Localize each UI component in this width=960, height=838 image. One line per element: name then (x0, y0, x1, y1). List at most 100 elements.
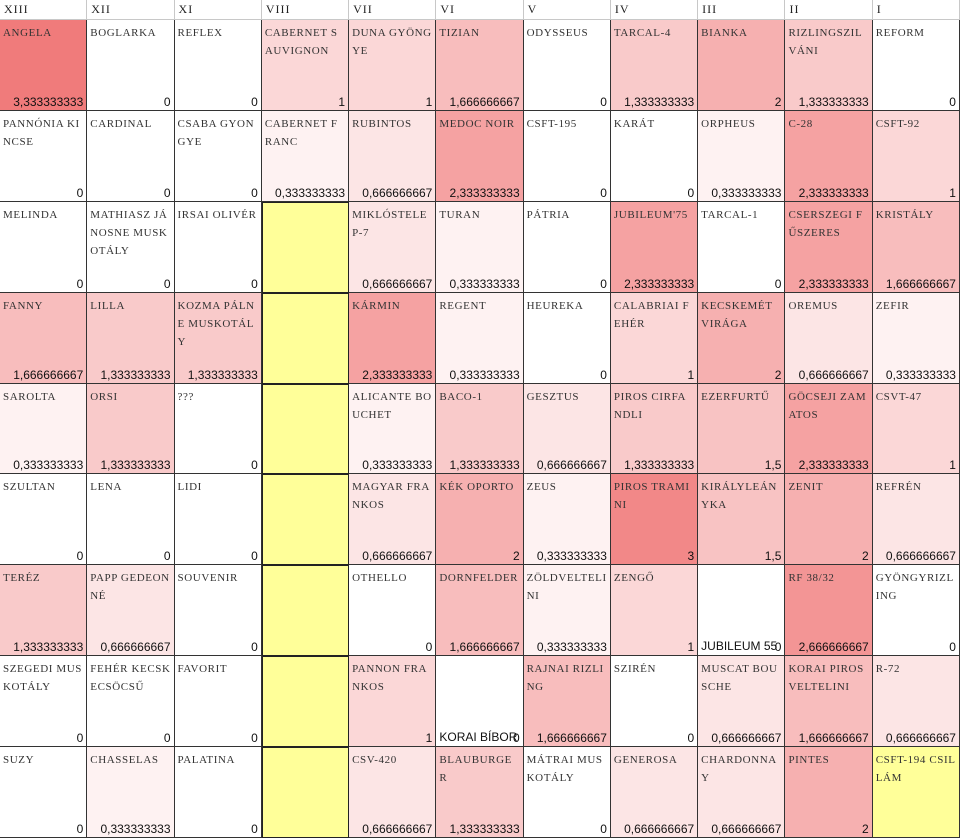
cell: BLAUBURGER 1,333333333 (436, 747, 524, 838)
cell-name: PIROS CIRFANDLI (613, 390, 687, 421)
cell: TURAN 0,333333333 (436, 201, 524, 293)
cell-value: 0,333333333 (536, 549, 607, 564)
cell: CSV-420 0,666666667 (349, 747, 437, 838)
cell-name: BACO-1 (439, 390, 483, 403)
cell-name: GENEROSA (613, 754, 678, 767)
cell-value: 0,666666667 (100, 640, 171, 655)
cell: KORAI PIROS VELTELINI 1,666666667 (785, 656, 873, 748)
cell-name: HEUREKA (526, 299, 584, 312)
cell-value: 0,666666667 (362, 549, 433, 564)
column-header: III (698, 0, 786, 20)
cell-value: 0,333333333 (449, 367, 520, 382)
cell-value: 0,333333333 (711, 185, 782, 200)
cell: ORPHEUS 0,333333333 (698, 110, 786, 202)
cell-name: ZEUS (526, 481, 557, 494)
cell: SAROLTA 0,333333333 (0, 383, 88, 475)
cell: SZEGEDI MUSKOTÁLY 0 (0, 656, 88, 748)
cell-name: KÉK OPORTO (439, 481, 514, 494)
cell-name: CARDINAL (90, 117, 152, 130)
cell-name: KÁRMIN (352, 299, 401, 312)
cell: FANNY 1,666666667 (0, 292, 88, 384)
cell-value: 2,333333333 (798, 185, 869, 200)
cell: FAVORIT 0 (174, 656, 262, 748)
cell-name: C-28 (788, 117, 813, 130)
cell-value: 0 (76, 549, 84, 564)
cell: BIANKA 2 (698, 20, 786, 111)
cell: RIZLINGSZILVÁNI 1,333333333 (785, 20, 873, 111)
cell: PANNÓNIA KINCSE 0 (0, 110, 88, 202)
cell: REGENT 0,333333333 (436, 292, 524, 384)
cell (261, 383, 350, 475)
cell-value: 0 (251, 640, 258, 655)
column-header: XIII (0, 0, 88, 20)
column-header: IV (610, 0, 699, 20)
cell-value: 0 (512, 731, 520, 746)
cell: GENEROSA 0,666666667 (610, 747, 699, 838)
cell-name: ODYSSEUS (526, 27, 589, 39)
cell-name: CHARDONNAY (701, 754, 777, 785)
cell-value: 0 (163, 94, 171, 109)
column-header: VI (436, 0, 524, 20)
cell: KRISTÁLY 1,666666667 (872, 201, 960, 293)
cell: MATHIASZ JÁNOSNE MUSKOTÁLY 0 (87, 201, 175, 293)
cell-name: CALABRIAI FEHÉR (613, 299, 690, 330)
cell-name: ORPHEUS (701, 117, 756, 130)
cell: BOGLARKA 0 (87, 20, 175, 111)
cell: OREMUS 0,666666667 (785, 292, 873, 384)
cell-value: 0,666666667 (536, 458, 607, 473)
cell-value: 0 (163, 731, 171, 746)
cell-value: 0,333333333 (449, 276, 520, 291)
cell-value: 0 (163, 549, 171, 564)
cell-value: 1,333333333 (449, 821, 520, 836)
cell: PIROS CIRFANDLI 1,333333333 (610, 383, 699, 475)
cell-value: 1,666666667 (449, 640, 520, 655)
cell-name: GÖCSEJI ZAMATOS (788, 390, 867, 421)
cell-name: CSVT-47 (875, 390, 922, 403)
cell-value: 0,666666667 (362, 276, 433, 291)
cell: MIKLÓSTELEP-7 0,666666667 (349, 201, 437, 293)
cell-name: TIZIAN (439, 27, 480, 39)
cell-name: MATHIASZ JÁNOSNE MUSKOTÁLY (90, 208, 168, 257)
cell-value: 1,666666667 (13, 367, 84, 382)
cell-name: CABERNET SAUVIGNON (264, 27, 338, 57)
cell-name: LENA (90, 481, 122, 494)
cell: KIRÁLYLEÁNYKA 1,5 (698, 474, 786, 566)
cell-name: PIROS TRAMINI (613, 481, 690, 512)
cell: MAGYAR FRANKOS 0,666666667 (349, 474, 437, 566)
cell-value: 0 (251, 731, 258, 746)
cell-name: PÁTRIA (526, 208, 570, 221)
cell-value: 1,333333333 (624, 94, 695, 109)
cell-name: MEDOC NOIR (439, 117, 515, 130)
cell-value: 0 (251, 276, 258, 291)
cell-value: 1 (425, 94, 433, 109)
cell: TARCAL-1 0 (698, 201, 786, 293)
cell: SUZY 0 (0, 747, 88, 838)
cell: SZIRÉN 0 (610, 656, 699, 748)
cell-value: 0 (251, 94, 258, 109)
cell-name: PANNÓNIA KINCSE (3, 117, 80, 148)
cell-name: LILLA (90, 299, 126, 312)
cell: RAJNAI RIZLING 1,666666667 (523, 656, 611, 748)
cell: CHARDONNAY 0,666666667 (698, 747, 786, 838)
cell-name: MIKLÓSTELEP-7 (352, 208, 428, 239)
cell-value: 0 (949, 94, 956, 109)
cell: MUSCAT BOUSCHE 0,666666667 (698, 656, 786, 748)
cell: EZERFURTŰ 1,5 (698, 383, 786, 475)
cell-value: 0 (600, 276, 607, 291)
cell-name: ORSI (90, 390, 118, 403)
cell-name: SZIRÉN (613, 663, 657, 676)
cell-name: PALATINA (177, 754, 236, 767)
cell-name: IRSAI OLIVÉR (177, 208, 257, 221)
cell-name: KRISTÁLY (875, 208, 934, 221)
cell-value: 2 (774, 367, 782, 382)
cell-value: 0 (600, 367, 607, 382)
cell: JUBILEUM 55 0 (698, 565, 786, 657)
cell-value: 1 (425, 731, 433, 746)
cell-value: 1,333333333 (100, 458, 171, 473)
cell-value: 2 (862, 549, 869, 564)
cell-value: 1,333333333 (798, 94, 869, 109)
cell: REFLEX 0 (174, 20, 262, 111)
cell-value: 1,333333333 (449, 458, 520, 473)
cell: ANGELA 3,333333333 (0, 20, 88, 111)
cell-value: 1,666666667 (536, 731, 607, 746)
